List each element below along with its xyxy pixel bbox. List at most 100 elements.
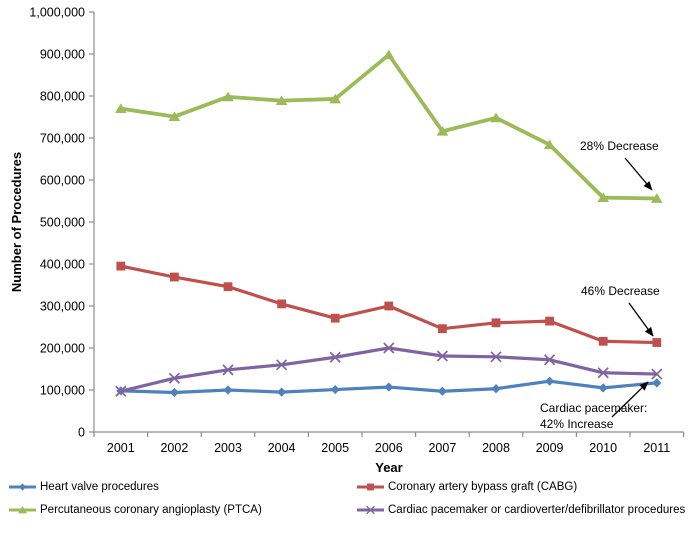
marker-triangle <box>168 111 181 121</box>
marker-square <box>170 272 179 282</box>
annotation-28-decrease: 28% Decrease <box>580 139 659 191</box>
x-tick-label: 2007 <box>428 441 456 455</box>
marker-triangle <box>115 103 127 113</box>
marker-triangle <box>275 95 288 106</box>
series-heart-valve-procedures <box>116 376 662 398</box>
legend-marker-triangle-icon <box>9 505 36 514</box>
legend-item-coronary-artery-bypass-graft-cabg: Coronary artery bypass graft (CABG) <box>356 480 692 494</box>
marker-x <box>436 350 449 362</box>
marker-square <box>330 313 340 323</box>
marker-triangle <box>17 505 28 514</box>
marker-triangle <box>543 139 556 150</box>
legend-item-percutaneous-coronary-angioplasty-ptca: Percutaneous coronary angioplasty (PTCA) <box>8 503 356 517</box>
y-tick-label: 300,000 <box>40 300 85 314</box>
marker-triangle <box>436 126 449 136</box>
marker-diamond <box>437 386 447 396</box>
y-tick-label: 700,000 <box>40 132 85 146</box>
legend-marker-square-icon <box>357 483 384 491</box>
marker-square <box>438 324 447 334</box>
marker-diamond <box>652 378 662 388</box>
legend-label: Percutaneous coronary angioplasty (PTCA) <box>40 504 262 516</box>
marker-triangle <box>383 49 395 60</box>
marker-triangle <box>597 192 609 203</box>
marker-diamond <box>545 376 555 386</box>
y-tick-label: 1,000,000 <box>29 6 85 20</box>
marker-square <box>223 282 233 292</box>
marker-x <box>597 367 609 379</box>
y-tick-label: 800,000 <box>40 90 85 104</box>
marker-diamond <box>223 385 233 395</box>
marker-square <box>652 338 662 347</box>
marker-square <box>116 261 126 271</box>
marker-diamond <box>384 382 394 392</box>
x-axis-title: Year <box>375 460 402 475</box>
legend-label: Coronary artery bypass graft (CABG) <box>388 481 578 493</box>
chart-canvas: 0 100,000 200,000 300,000 400,000 500,000 600,… <box>9 6 685 475</box>
marker-triangle <box>651 193 663 203</box>
marker-diamond <box>598 383 608 393</box>
annotation-46-decrease: 46% Decrease <box>581 284 660 337</box>
marker-triangle <box>329 93 341 104</box>
x-tick-label: 2011 <box>643 441 670 455</box>
annotation-arrow <box>624 157 653 191</box>
y-tick-label: 100,000 <box>40 384 85 398</box>
y-tick-label: 200,000 <box>40 342 85 356</box>
marker-x <box>543 354 556 366</box>
marker-square <box>545 316 554 326</box>
x-tick-label: 2002 <box>160 441 188 455</box>
annotation-arrow <box>611 381 649 418</box>
annotation-text: 28% Decrease <box>580 139 659 153</box>
marker-x <box>329 351 341 363</box>
marker-x <box>651 368 663 380</box>
marker-diamond <box>169 387 179 398</box>
x-tick-label: 2005 <box>321 441 349 455</box>
x-tick-label: 2009 <box>536 441 564 455</box>
series-coronary-artery-bypass-graft-cabg <box>116 261 662 347</box>
marker-square <box>384 301 394 311</box>
marker-x <box>383 342 395 354</box>
marker-triangle <box>490 112 502 123</box>
y-axis-title: Number of Procedures <box>9 152 24 292</box>
x-tick-labels: 2001 2002 2003 2004 2005 2006 2007 2008 2009 2010… <box>107 441 670 455</box>
y-tick-label: 500,000 <box>40 216 85 230</box>
legend-item-cardiac-pacemaker-or-cardioverter-defibrilla: Cardiac pacemaker or cardioverter/defibr… <box>356 503 692 517</box>
y-tick-label: 600,000 <box>40 174 85 188</box>
y-tick-labels: 0 100,000 200,000 300,000 400,000 500,000 600,… <box>29 6 85 440</box>
marker-x <box>275 359 288 371</box>
marker-diamond <box>18 483 27 491</box>
x-tick-label: 2003 <box>214 441 242 455</box>
axes <box>89 11 685 437</box>
series-line <box>118 52 659 201</box>
marker-diamond <box>277 387 287 397</box>
annotation-arrow <box>628 302 654 337</box>
marker-triangle <box>222 91 234 102</box>
legend-marker-diamond-icon <box>9 483 36 491</box>
series-cardiac-pacemaker-or-cardioverter-defibrilla <box>115 342 663 397</box>
annotation-text: Cardiac pacemaker: <box>540 401 647 415</box>
marker-diamond <box>491 384 501 394</box>
marker-x <box>366 505 375 515</box>
annotation-cardiac-pacemaker: Cardiac pacemaker: 42% Increase <box>540 381 649 431</box>
marker-square <box>277 299 286 309</box>
x-tick-label: 2001 <box>107 441 135 455</box>
y-tick-label: 0 <box>78 426 85 440</box>
legend-label: Heart valve procedures <box>40 481 159 493</box>
y-tick-label: 400,000 <box>40 258 85 272</box>
annotation-text: 46% Decrease <box>581 284 660 298</box>
marker-x <box>222 364 234 376</box>
marker-square <box>367 483 374 491</box>
series-percutaneous-coronary-angioplasty-ptca <box>115 49 663 203</box>
legend-item-heart-valve-procedures: Heart valve procedures <box>8 480 356 494</box>
marker-square <box>491 318 501 328</box>
y-tick-label: 900,000 <box>40 48 85 62</box>
marker-x <box>490 351 502 363</box>
x-tick-label: 2004 <box>268 441 296 455</box>
chart-legend: Heart valve procedures Coronary artery by… <box>8 480 692 517</box>
marker-diamond <box>330 384 340 395</box>
x-tick-label: 2010 <box>589 441 617 455</box>
x-tick-label: 2006 <box>375 441 403 455</box>
marker-x <box>115 385 127 397</box>
marker-square <box>598 336 608 346</box>
legend-label: Cardiac pacemaker or cardioverter/defibr… <box>388 504 686 516</box>
